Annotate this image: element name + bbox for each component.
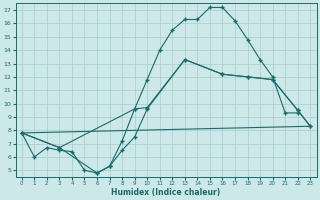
X-axis label: Humidex (Indice chaleur): Humidex (Indice chaleur) xyxy=(111,188,221,197)
